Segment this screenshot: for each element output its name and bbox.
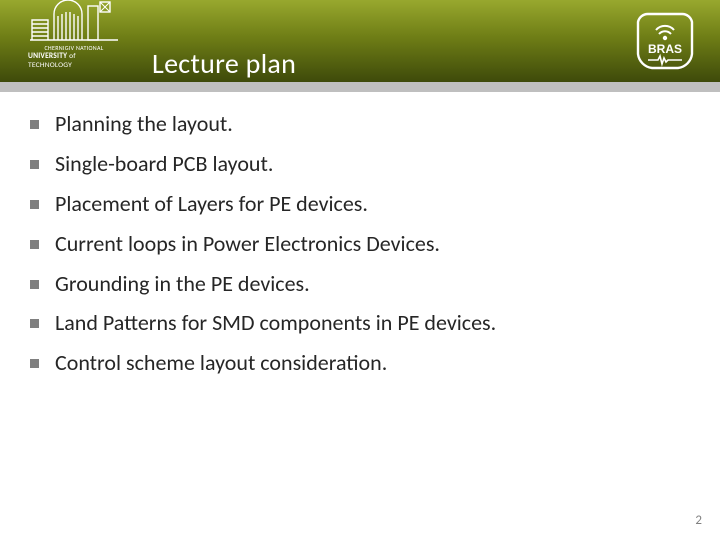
university-logo-line2-bold: UNIVERSITY [28,52,67,61]
bullet-text: Control scheme layout consideration. [55,347,387,379]
university-logo: CHERNIGIV NATIONAL UNIVERSITY of TECHNOL… [28,6,120,70]
list-item: Placement of Layers for PE devices. [30,188,690,220]
bullet-marker-icon [30,280,39,289]
bullet-text: Current loops in Power Electronics Devic… [55,228,440,260]
slide-title: Lecture plan [152,46,296,81]
list-item: Control scheme layout consideration. [30,347,690,379]
bullet-marker-icon [30,200,39,209]
content-area: Planning the layout. Single-board PCB la… [30,108,690,387]
bras-logo-text: BRAS [648,42,682,56]
list-item: Single-board PCB layout. [30,148,690,180]
university-logo-icon [28,0,120,42]
bullet-marker-icon [30,120,39,129]
bullet-text: Grounding in the PE devices. [55,268,310,300]
bullet-text: Planning the layout. [55,108,233,140]
bras-logo: BRAS [634,10,696,72]
list-item: Grounding in the PE devices. [30,268,690,300]
university-logo-line1: CHERNIGIV NATIONAL [44,44,103,52]
header-strip [0,82,720,92]
bullet-marker-icon [30,319,39,328]
bullet-text: Land Patterns for SMD components in PE d… [55,307,496,339]
bullet-marker-icon [30,359,39,368]
list-item: Planning the layout. [30,108,690,140]
bullet-marker-icon [30,240,39,249]
slide: CHERNIGIV NATIONAL UNIVERSITY of TECHNOL… [0,0,720,540]
bullet-text: Single-board PCB layout. [55,148,273,180]
page-number: 2 [695,513,702,528]
bullet-list: Planning the layout. Single-board PCB la… [30,108,690,379]
university-logo-line2: UNIVERSITY of TECHNOLOGY [28,52,120,70]
list-item: Land Patterns for SMD components in PE d… [30,307,690,339]
bullet-marker-icon [30,160,39,169]
list-item: Current loops in Power Electronics Devic… [30,228,690,260]
bullet-text: Placement of Layers for PE devices. [55,188,368,220]
